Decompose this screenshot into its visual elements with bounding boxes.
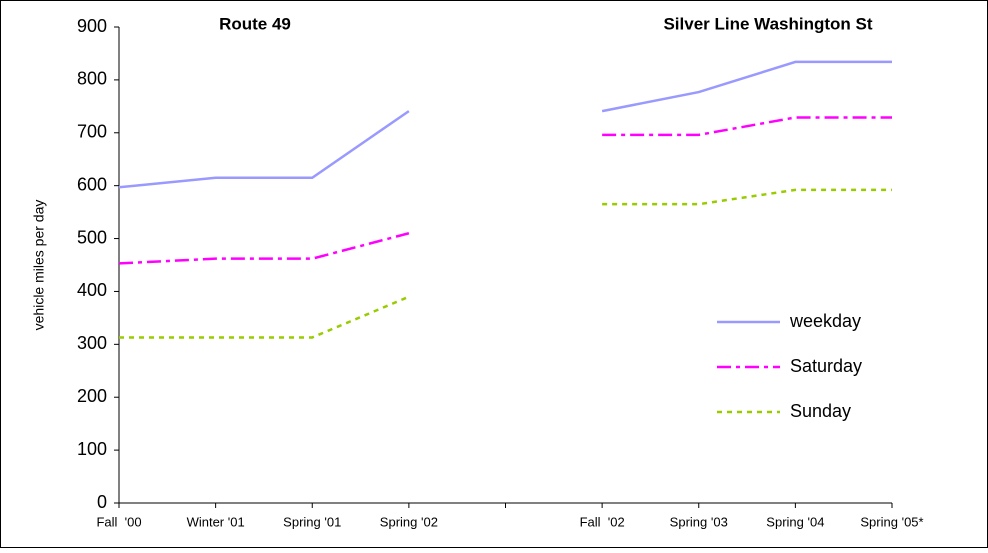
legend-label: Sunday [790,401,851,421]
x-tick-label: Spring '03 [670,514,728,529]
x-tick-label: Winter '01 [187,514,245,529]
y-tick-label: 300 [77,333,107,353]
legend-label: weekday [789,311,861,331]
y-axis-label: vehicle miles per day [31,200,47,331]
x-tick-label: Spring '05* [860,514,923,529]
series-line [119,295,410,339]
y-tick-label: 0 [97,492,107,512]
x-tick-label: Fall '00 [96,514,141,529]
annotation: Route 49 [219,14,291,33]
y-tick-label: 200 [77,386,107,406]
y-tick-label: 700 [77,122,107,142]
series-line [601,60,892,113]
series-line [602,188,892,206]
y-tick-label: 500 [77,227,107,247]
legend-label: Saturday [790,356,862,376]
y-tick-label: 900 [77,16,107,36]
series-line [118,232,410,265]
x-tick-label: Spring '01 [283,514,341,529]
y-tick-label: 600 [77,174,107,194]
series-line [118,110,410,189]
y-tick-label: 100 [77,439,107,459]
x-tick-label: Fall '02 [580,514,625,529]
series-line [602,116,892,137]
annotation: Silver Line Washington St [663,14,872,33]
x-tick-label: Spring '02 [380,514,438,529]
x-tick-label: Spring '04 [766,514,824,529]
y-tick-label: 400 [77,280,107,300]
y-tick-label: 800 [77,69,107,89]
